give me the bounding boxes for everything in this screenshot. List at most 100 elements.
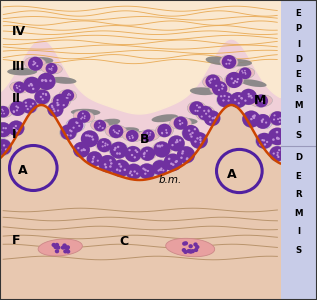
Circle shape (92, 158, 94, 160)
Circle shape (244, 72, 246, 74)
Circle shape (13, 82, 26, 93)
Circle shape (65, 246, 69, 250)
Text: E: E (296, 172, 301, 181)
Ellipse shape (164, 154, 182, 171)
Circle shape (140, 147, 155, 161)
Circle shape (82, 148, 85, 150)
Ellipse shape (41, 63, 62, 74)
Circle shape (102, 146, 104, 147)
Circle shape (242, 72, 244, 74)
Circle shape (201, 116, 203, 118)
Circle shape (209, 82, 211, 84)
Ellipse shape (73, 110, 94, 123)
Text: I: I (12, 128, 16, 142)
Text: E: E (296, 9, 301, 18)
Circle shape (44, 79, 47, 81)
Circle shape (37, 73, 55, 90)
Circle shape (102, 141, 104, 143)
Circle shape (229, 60, 231, 61)
Circle shape (217, 92, 233, 107)
Circle shape (146, 150, 148, 152)
Circle shape (241, 97, 243, 100)
Circle shape (234, 99, 236, 101)
Circle shape (227, 59, 229, 61)
Circle shape (157, 124, 171, 137)
Circle shape (159, 169, 161, 171)
Circle shape (276, 154, 279, 156)
Circle shape (228, 63, 230, 64)
Circle shape (133, 156, 136, 158)
Circle shape (104, 142, 107, 144)
Circle shape (45, 80, 47, 82)
Circle shape (252, 116, 254, 118)
Circle shape (238, 102, 240, 104)
Circle shape (199, 139, 202, 141)
Circle shape (161, 132, 163, 134)
Circle shape (276, 136, 279, 139)
Circle shape (34, 89, 50, 104)
Circle shape (161, 144, 163, 147)
Circle shape (165, 132, 168, 134)
Circle shape (279, 117, 281, 119)
Circle shape (189, 133, 192, 136)
Circle shape (23, 77, 41, 93)
Text: R: R (295, 85, 302, 94)
Circle shape (60, 124, 77, 140)
Circle shape (13, 128, 16, 130)
Ellipse shape (74, 142, 90, 158)
Circle shape (16, 87, 18, 89)
Circle shape (171, 144, 174, 146)
Circle shape (144, 168, 146, 171)
Circle shape (179, 120, 181, 122)
Circle shape (276, 137, 279, 140)
Circle shape (25, 102, 27, 104)
Circle shape (278, 149, 280, 151)
Circle shape (176, 141, 178, 143)
Circle shape (67, 97, 68, 99)
Text: M: M (254, 94, 266, 107)
Circle shape (194, 140, 197, 143)
Ellipse shape (114, 127, 139, 135)
Circle shape (147, 135, 149, 137)
Circle shape (119, 152, 121, 155)
Ellipse shape (21, 99, 38, 113)
Ellipse shape (243, 111, 260, 128)
Circle shape (0, 139, 12, 155)
Ellipse shape (203, 75, 223, 88)
Circle shape (222, 99, 225, 102)
Circle shape (144, 152, 146, 154)
Circle shape (116, 132, 118, 134)
Ellipse shape (241, 79, 267, 87)
Circle shape (45, 93, 47, 95)
Circle shape (32, 64, 34, 66)
Ellipse shape (210, 81, 230, 95)
Circle shape (268, 128, 287, 145)
Circle shape (87, 134, 89, 137)
Circle shape (191, 132, 194, 134)
Circle shape (53, 108, 55, 110)
Circle shape (262, 97, 264, 99)
Circle shape (180, 157, 183, 159)
Circle shape (276, 131, 278, 134)
Text: b.m.: b.m. (158, 175, 182, 185)
Circle shape (194, 128, 196, 130)
Circle shape (240, 97, 243, 99)
Circle shape (129, 138, 131, 139)
Ellipse shape (196, 106, 215, 120)
Circle shape (221, 84, 223, 86)
Circle shape (139, 164, 155, 179)
Circle shape (78, 125, 80, 127)
Circle shape (76, 122, 78, 124)
Circle shape (198, 106, 200, 108)
Circle shape (92, 160, 94, 162)
Circle shape (13, 127, 15, 129)
Circle shape (77, 147, 80, 149)
Circle shape (49, 80, 52, 82)
Circle shape (204, 110, 220, 126)
Circle shape (66, 134, 68, 136)
Ellipse shape (220, 55, 238, 69)
Circle shape (82, 112, 84, 114)
Ellipse shape (240, 89, 257, 105)
Circle shape (157, 145, 159, 147)
Circle shape (258, 100, 260, 101)
